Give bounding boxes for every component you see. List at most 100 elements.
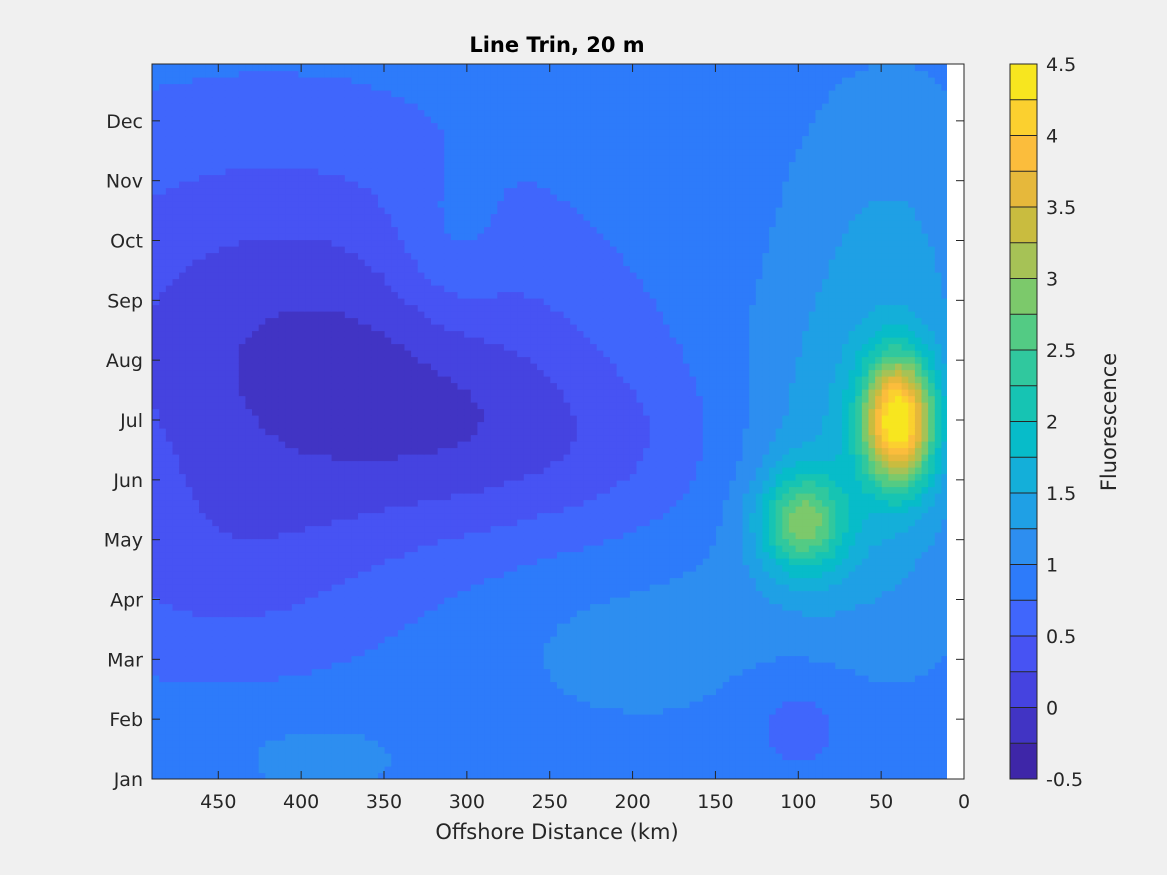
- contour-cell: [152, 584, 160, 592]
- contour-cell: [470, 759, 478, 767]
- contour-cell: [848, 571, 856, 579]
- contour-cell: [602, 603, 610, 611]
- contour-cell: [635, 694, 644, 702]
- contour-cell: [589, 623, 597, 631]
- contour-cell: [397, 525, 405, 533]
- contour-cell: [165, 668, 173, 676]
- contour-cell: [934, 616, 942, 624]
- contour-cell: [291, 558, 299, 566]
- contour-cell: [384, 720, 392, 728]
- contour-cell: [330, 707, 339, 715]
- contour-cell: [543, 733, 551, 741]
- contour-cell: [927, 590, 935, 598]
- contour-cell: [483, 701, 491, 709]
- contour-cell: [523, 577, 531, 585]
- contour-cell: [463, 519, 471, 527]
- contour-cell: [828, 675, 836, 683]
- contour-cell: [642, 701, 650, 709]
- contour-cell: [158, 590, 166, 598]
- contour-cell: [443, 577, 451, 585]
- contour-cell: [622, 772, 630, 779]
- contour-cell: [324, 701, 332, 709]
- contour-cell: [848, 675, 856, 683]
- contour-cell: [410, 538, 418, 546]
- contour-cell: [861, 759, 869, 767]
- contour-cell: [867, 564, 876, 572]
- contour-cell: [861, 558, 869, 566]
- contour-cell: [629, 701, 637, 709]
- contour-cell: [198, 727, 206, 735]
- contour-cell: [675, 701, 683, 709]
- contour-cell: [775, 597, 783, 605]
- contour-cell: [503, 584, 511, 592]
- contour-cell: [834, 512, 842, 520]
- contour-cell: [171, 584, 180, 592]
- contour-cell: [185, 707, 193, 715]
- contour-cell: [443, 571, 451, 579]
- contour-cell: [470, 655, 478, 663]
- contour-cell: [403, 681, 412, 689]
- contour-cell: [722, 694, 730, 702]
- contour-cell: [602, 590, 610, 598]
- contour-cell: [357, 662, 365, 670]
- contour-cell: [589, 590, 597, 598]
- contour-cell: [741, 746, 750, 754]
- contour-cell: [748, 610, 756, 618]
- contour-cell: [370, 655, 378, 663]
- contour-cell: [350, 714, 359, 722]
- contour-cell: [271, 558, 279, 566]
- contour-cell: [702, 584, 710, 592]
- contour-cell: [635, 707, 644, 715]
- contour-cell: [483, 772, 491, 779]
- contour-cell: [708, 655, 717, 663]
- contour-cell: [768, 616, 776, 624]
- contour-cell: [350, 616, 359, 624]
- contour-cell: [152, 519, 160, 527]
- contour-cell: [152, 772, 160, 779]
- contour-cell: [430, 571, 438, 579]
- contour-cell: [330, 623, 339, 631]
- contour-cell: [536, 629, 544, 637]
- contour-cell: [317, 766, 325, 774]
- contour-cell: [384, 512, 392, 520]
- contour-cell: [198, 675, 206, 683]
- contour-cell: [854, 623, 862, 631]
- contour-cell: [788, 519, 796, 527]
- contour-cell: [509, 772, 518, 779]
- contour-cell: [927, 642, 935, 650]
- contour-cell: [483, 532, 491, 540]
- contour-cell: [828, 564, 836, 572]
- contour-cell: [536, 519, 544, 527]
- contour-cell: [297, 519, 306, 527]
- contour-cell: [708, 590, 717, 598]
- contour-cell: [867, 662, 876, 670]
- contour-cell: [284, 545, 292, 553]
- contour-cell: [775, 629, 783, 637]
- contour-cell: [808, 519, 816, 527]
- contour-cell: [589, 753, 597, 761]
- contour-cell: [675, 727, 683, 735]
- contour-cell: [224, 701, 233, 709]
- contour-cell: [185, 551, 193, 559]
- contour-cell: [940, 636, 947, 644]
- contour-cell: [218, 564, 226, 572]
- contour-cell: [370, 772, 378, 779]
- contour-cell: [344, 564, 352, 572]
- contour-cell: [463, 688, 471, 696]
- contour-cell: [324, 675, 332, 683]
- contour-cell: [920, 571, 929, 579]
- contour-cell: [675, 597, 683, 605]
- contour-cell: [808, 746, 816, 754]
- contour-cell: [722, 688, 730, 696]
- contour-cell: [549, 597, 557, 605]
- contour-cell: [165, 551, 173, 559]
- contour-cell: [781, 525, 789, 533]
- contour-cell: [523, 525, 531, 533]
- contour-cell: [238, 597, 246, 605]
- contour-cell: [675, 525, 683, 533]
- contour-cell: [781, 727, 789, 735]
- contour-cell: [702, 610, 710, 618]
- contour-cell: [702, 759, 710, 767]
- contour-cell: [344, 597, 352, 605]
- contour-cell: [808, 616, 816, 624]
